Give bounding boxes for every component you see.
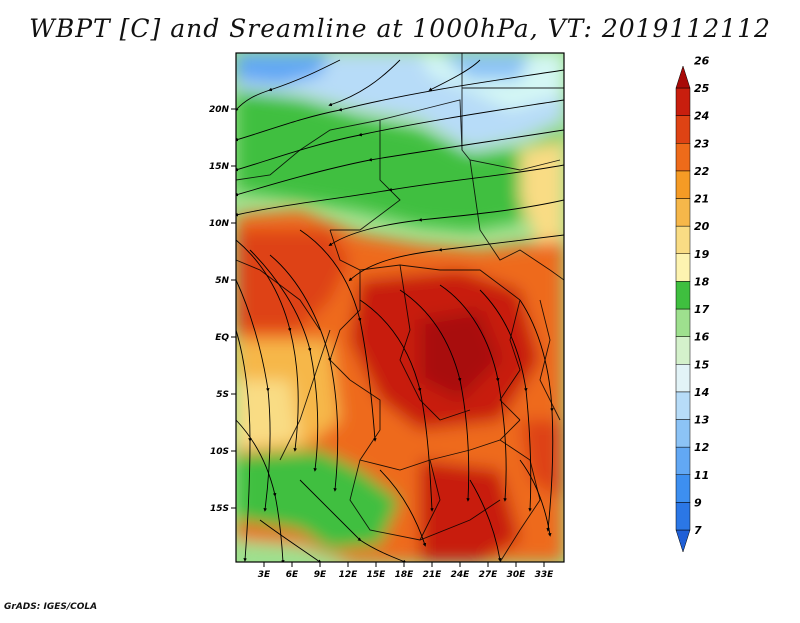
colorbar-swatch (675, 391, 691, 420)
lon-axis: 3E 6E 9E 12E 15E 18E 21E 24E 27E 30E 33E (258, 562, 554, 580)
colorbar-label: 15 (694, 358, 710, 371)
lon-label: 33E (535, 570, 555, 580)
colorbar-label: 17 (694, 303, 710, 316)
colorbar-label: 12 (694, 441, 710, 454)
wbpt-field (236, 53, 564, 562)
colorbar-swatch (675, 170, 691, 199)
colorbar-label: 25 (694, 82, 710, 95)
colorbar-swatch (675, 502, 691, 531)
lon-label: 15E (367, 570, 387, 580)
colorbar-label: 13 (694, 414, 710, 427)
colorbar-label: 26 (694, 54, 710, 67)
lat-label: 20N (209, 105, 230, 115)
colorbar-swatch (675, 281, 691, 310)
colorbar-label: 11 (694, 469, 709, 482)
colorbar-swatch (675, 308, 691, 337)
colorbar-label: 24 (694, 110, 709, 123)
colorbar-swatch (675, 65, 691, 89)
lon-label: 3E (258, 570, 271, 580)
lat-label: 5N (215, 276, 229, 286)
lat-label: 15N (209, 162, 230, 172)
lat-label: EQ (215, 333, 229, 343)
lon-label: 30E (507, 570, 527, 580)
lon-label: 9E (314, 570, 327, 580)
lat-label: 5S (216, 390, 229, 400)
colorbar-label: 7 (694, 524, 702, 537)
colorbar-swatch (675, 446, 691, 475)
colorbar-label: 19 (694, 248, 710, 261)
lat-label: 10N (209, 219, 230, 229)
map-title: WBPT [C] and Sreamline at 1000hPa, VT: 2… (29, 14, 771, 43)
colorbar-swatch (675, 364, 691, 393)
lon-label: 21E (423, 570, 443, 580)
colorbar-label: 9 (694, 496, 702, 509)
lon-label: 12E (339, 570, 359, 580)
lat-label: 15S (210, 504, 229, 514)
colorbar-label: 22 (694, 165, 710, 178)
lon-label: 6E (286, 570, 299, 580)
colorbar-swatch (675, 115, 691, 144)
colorbar-swatch (675, 419, 691, 448)
lon-label: 18E (395, 570, 415, 580)
colorbar-swatch (675, 474, 691, 503)
colorbar-swatch (675, 198, 691, 227)
colorbar-label: 20 (694, 220, 710, 233)
lat-axis: 20N 15N 10N 5N EQ 5S 10S 15S (209, 105, 236, 514)
colorbar-swatch (675, 225, 691, 254)
map-frame (235, 52, 565, 563)
colorbar-swatch (675, 143, 691, 172)
lon-label: 24E (451, 570, 471, 580)
colorbar-label: 23 (694, 137, 710, 150)
colorbar-label: 18 (694, 275, 710, 288)
colorbar-label: 14 (694, 386, 709, 399)
colorbar-label: 16 (694, 331, 710, 344)
footer-credit: GrADS: IGES/COLA (4, 602, 98, 612)
colorbar-swatch (675, 529, 691, 553)
colorbar-swatch (675, 253, 691, 282)
colorbar-swatch (675, 87, 691, 116)
colorbar-label: 21 (694, 193, 709, 206)
colorbar: 7 9 11 12 13 14 15 16 17 18 19 20 21 22 23 24 25 26 (675, 54, 710, 553)
colorbar-swatch (675, 336, 691, 365)
lon-label: 27E (479, 570, 499, 580)
lat-label: 10S (210, 447, 229, 457)
